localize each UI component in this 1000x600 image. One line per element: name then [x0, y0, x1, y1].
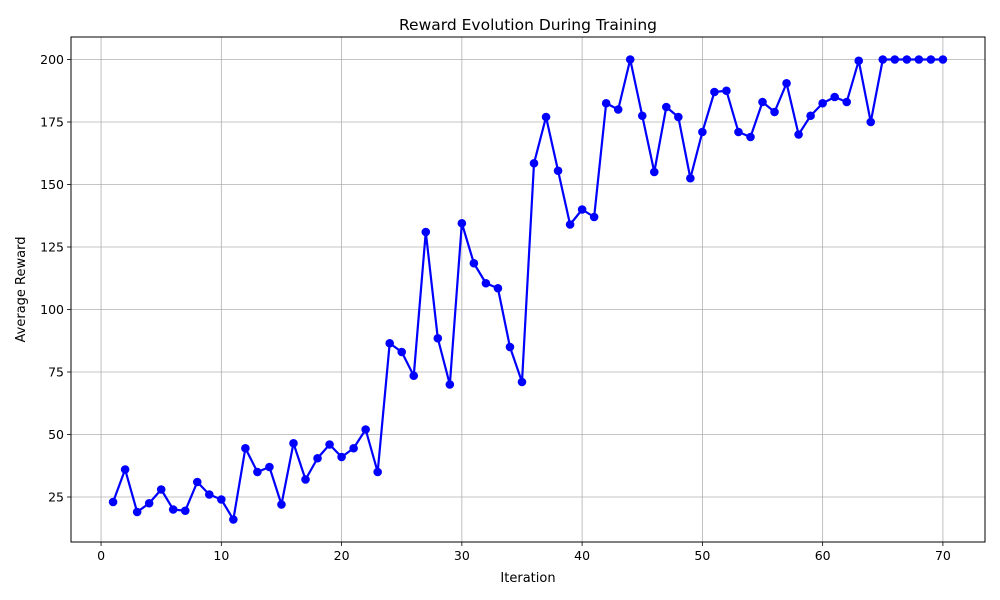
data-point	[830, 92, 839, 102]
data-point	[301, 475, 310, 484]
y-tick-label: 175	[40, 115, 64, 130]
data-point	[914, 55, 924, 64]
data-point	[265, 462, 274, 472]
data-point	[457, 218, 467, 228]
data-point	[168, 505, 178, 514]
y-tick-label: 50	[48, 427, 64, 442]
data-point	[758, 97, 767, 107]
x-tick-label: 70	[935, 548, 951, 563]
data-point	[253, 467, 262, 477]
x-tick-label: 40	[574, 548, 590, 563]
x-tick-label: 50	[694, 548, 710, 563]
y-axis: 25 50 75 100 125 150 175 200	[40, 52, 71, 505]
data-point	[770, 107, 779, 117]
data-point	[445, 380, 455, 389]
data-point	[217, 495, 226, 504]
data-point	[746, 132, 755, 142]
data-point	[529, 158, 539, 168]
data-point	[541, 112, 551, 122]
data-point	[806, 111, 815, 121]
data-point	[205, 490, 214, 499]
data-point	[722, 86, 731, 96]
y-tick-label: 100	[40, 302, 64, 317]
y-tick-label: 200	[40, 52, 64, 67]
x-axis-title: Iteration	[500, 571, 555, 586]
data-point	[734, 127, 743, 137]
data-point	[229, 515, 238, 524]
data-point	[337, 452, 346, 462]
data-point	[818, 98, 827, 108]
data-point	[241, 443, 250, 453]
data-point	[144, 498, 154, 508]
data-point	[397, 347, 407, 357]
data-point	[313, 453, 322, 463]
data-point	[120, 465, 130, 474]
plot-frame	[70, 36, 986, 543]
y-tick-label: 75	[48, 365, 64, 380]
data-point	[553, 166, 563, 176]
data-point	[156, 485, 166, 494]
data-point	[289, 438, 298, 448]
data-point	[481, 278, 491, 288]
data-point	[409, 371, 419, 381]
y-tick-label: 150	[40, 177, 64, 192]
data-point	[926, 55, 936, 64]
data-point	[469, 258, 479, 268]
y-tick-label: 125	[40, 240, 64, 255]
data-point	[710, 87, 719, 97]
data-point	[686, 173, 695, 183]
data-point	[180, 506, 190, 516]
x-axis: 0 10 20 30 40 50 60 70	[97, 542, 951, 563]
y-tick-label: 25	[48, 490, 64, 505]
data-point	[878, 55, 888, 64]
data-point	[192, 477, 202, 487]
data-point	[421, 227, 431, 237]
data-point	[517, 377, 527, 387]
data-point	[794, 130, 803, 139]
data-point	[349, 443, 358, 453]
x-tick-label: 10	[213, 548, 229, 563]
x-tick-label: 0	[97, 548, 105, 563]
data-point	[674, 112, 683, 122]
data-point	[385, 338, 395, 348]
grid-lines	[71, 37, 985, 542]
data-point	[589, 212, 599, 222]
data-point	[902, 55, 912, 64]
data-point	[325, 440, 334, 449]
data-point	[637, 111, 647, 121]
reward-series	[108, 55, 948, 524]
data-point	[505, 342, 515, 352]
data-point	[108, 497, 118, 507]
data-point	[890, 55, 900, 64]
x-tick-label: 30	[454, 548, 470, 563]
data-point	[601, 98, 611, 108]
x-tick-label: 60	[815, 548, 831, 563]
data-point	[662, 102, 671, 112]
data-point	[361, 425, 370, 434]
data-point	[866, 117, 876, 127]
data-point	[854, 56, 864, 66]
data-point	[842, 97, 851, 107]
data-point	[565, 220, 575, 229]
data-point	[493, 283, 503, 293]
data-point	[132, 507, 142, 517]
data-point	[433, 333, 443, 343]
y-axis-title: Average Reward	[14, 237, 29, 343]
series-line	[112, 58, 943, 521]
data-point	[373, 467, 382, 477]
data-point	[277, 500, 286, 509]
data-point	[613, 105, 623, 114]
data-point	[649, 167, 659, 177]
x-tick-label: 20	[334, 548, 350, 563]
data-point	[625, 55, 635, 64]
data-point	[782, 78, 791, 88]
chart-title: Reward Evolution During Training	[399, 16, 657, 34]
data-point	[577, 205, 587, 214]
data-point	[938, 55, 948, 64]
data-point	[698, 127, 707, 137]
